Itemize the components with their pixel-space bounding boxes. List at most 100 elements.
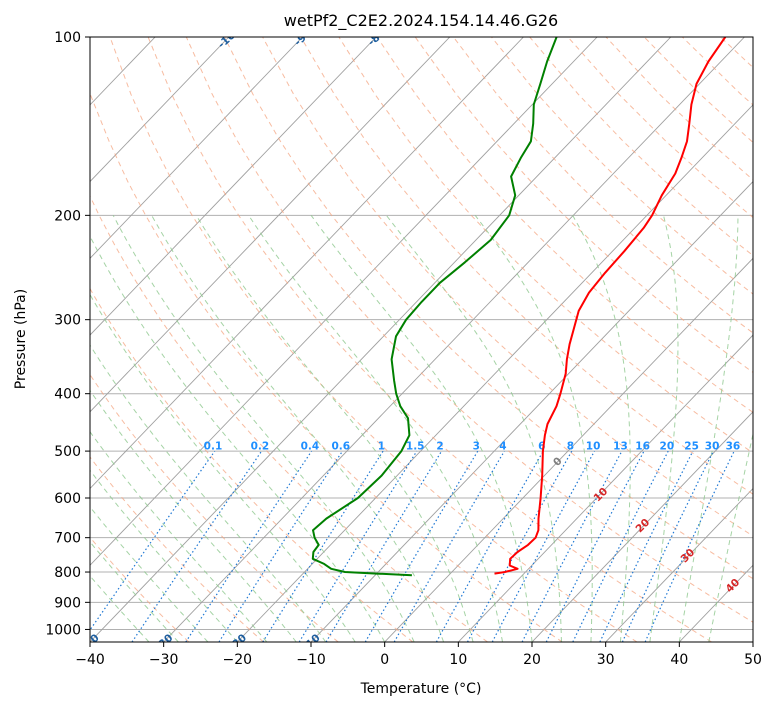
isotherms	[0, 37, 753, 642]
dry-adiabat-line	[90, 287, 414, 642]
y-tick-label: 300	[54, 313, 81, 329]
dry-adiabat-line	[90, 194, 488, 642]
y-tick-label: 700	[54, 531, 81, 547]
x-tick-label: 30	[597, 652, 615, 668]
mixing-ratio-label: 4	[499, 441, 506, 453]
mixing-ratio-line	[621, 450, 714, 642]
pressure-gridlines	[90, 37, 753, 630]
mixing-ratio-line	[644, 450, 735, 642]
isotherm-line	[90, 37, 230, 183]
mixing-ratio-line	[572, 450, 669, 642]
mixing-ratio-label: 20	[660, 441, 675, 453]
dry-adiabat-label: -50	[6, 632, 28, 654]
isotherm-line	[90, 37, 524, 490]
y-axis-label: Pressure (hPa)	[13, 289, 29, 389]
dry-adiabat-label: -80	[366, 27, 388, 49]
moist-adiabat-line	[248, 215, 503, 642]
moist-adiabat-line	[385, 214, 562, 642]
y-tick-label: 900	[54, 595, 81, 611]
mixing-ratio-label: 30	[705, 441, 720, 453]
dry-adiabats	[90, 37, 775, 642]
moist-adiabat-line	[474, 214, 593, 642]
moist-adiabat-line	[90, 430, 268, 642]
mixing-ratio-label: 13	[613, 441, 628, 453]
dry-adiabat-line	[643, 37, 753, 144]
isotherm-line	[458, 334, 753, 642]
moist-adiabat-line	[151, 215, 445, 642]
y-axis-ticks: 100 200 300 400 500 600 700 800 900 1000	[45, 30, 90, 638]
x-tick-label: −10	[296, 652, 326, 668]
moist-adiabat-line	[90, 344, 327, 642]
mixing-ratio-label: 1	[378, 441, 385, 453]
mixing-ratio-label: 0.4	[301, 441, 320, 453]
dry-adiabat-label: -20	[227, 632, 249, 654]
mixing-ratio-label: 1.5	[406, 441, 425, 453]
dry-adiabat-line	[300, 37, 753, 495]
mixing-ratio-line	[325, 450, 443, 642]
y-tick-label: 600	[54, 491, 81, 507]
mixing-ratio-label: 6	[538, 441, 545, 453]
y-tick-label: 1000	[45, 622, 81, 638]
isotherm-line	[90, 37, 672, 642]
dry-adiabat-line	[759, 37, 775, 642]
moist-adiabat-line	[678, 215, 739, 642]
mixing-ratio-line	[185, 450, 313, 642]
isotherm-line	[0, 37, 8, 642]
y-tick-label: 800	[54, 565, 81, 581]
x-tick-label: −40	[75, 652, 105, 668]
dry-adiabat-line	[185, 37, 753, 623]
x-tick-label: 10	[449, 652, 467, 668]
mixing-ratio-label: 3	[473, 441, 480, 453]
moist-adiabat-line	[649, 215, 679, 642]
mixing-ratio-label: 0.2	[251, 441, 270, 453]
profile-series	[311, 37, 727, 577]
y-tick-label: 200	[54, 208, 81, 224]
mixing-ratio-label: 36	[726, 441, 741, 453]
x-tick-label: 40	[670, 652, 688, 668]
mixing-ratio-line	[545, 450, 645, 642]
mixing-ratio-line	[262, 450, 384, 642]
isotherm-line	[90, 37, 451, 413]
isotherm-line	[531, 411, 753, 642]
temperature-line	[494, 37, 727, 575]
moist-adiabat-line	[90, 389, 297, 642]
mixing-ratio-line	[298, 450, 418, 642]
mixing-ratio-line	[131, 450, 263, 642]
moist-adiabat-label: 10	[591, 485, 610, 504]
x-tick-label: −20	[223, 652, 253, 668]
dry-adiabat-line	[414, 37, 753, 374]
isotherm-line	[237, 104, 753, 642]
isotherm-line	[605, 487, 753, 642]
moist-adiabat-line	[90, 293, 356, 642]
mixing-ratio-label: 2	[436, 441, 443, 453]
dry-adiabat-label: -30	[153, 632, 175, 654]
x-axis-ticks: −40 −30 −20 −10 0 10 20 30 40 50	[75, 642, 762, 668]
dry-adiabat-label: -90	[292, 27, 314, 49]
moist-adiabat-line	[708, 431, 753, 642]
moist-adiabat-line	[90, 505, 209, 642]
y-tick-label: 400	[54, 387, 81, 403]
dry-adiabat-line	[453, 37, 753, 334]
isotherm-line	[90, 37, 377, 336]
dry-adiabat-line	[147, 37, 712, 642]
isotherm-line	[752, 641, 753, 642]
mixing-ratio-lines	[90, 450, 735, 642]
dry-adiabat-label: -40	[80, 632, 102, 654]
y-tick-label: 100	[54, 30, 81, 46]
mixing-ratio-label: 10	[586, 441, 601, 453]
x-tick-label: 20	[523, 652, 541, 668]
reference-line-labels: 0.1 0.2 0.4 0.6 1 1.5 2 3 4 6 8 10 13 16 20 25 30 36-100-…	[6, 27, 742, 654]
isotherm-line	[163, 37, 745, 642]
mixing-ratio-line	[364, 450, 479, 642]
mixing-ratio-label: 16	[635, 441, 650, 453]
dry-adiabat-line	[90, 456, 264, 642]
x-tick-label: 0	[380, 652, 389, 668]
mixing-ratio-label: 25	[684, 441, 699, 453]
mixing-ratio-line	[491, 450, 596, 642]
plot-frame	[89, 36, 754, 643]
x-tick-label: 50	[744, 652, 762, 668]
mixing-ratio-line	[218, 450, 343, 642]
moist-adiabat-line	[310, 215, 533, 642]
dry-adiabat-line	[224, 37, 753, 580]
